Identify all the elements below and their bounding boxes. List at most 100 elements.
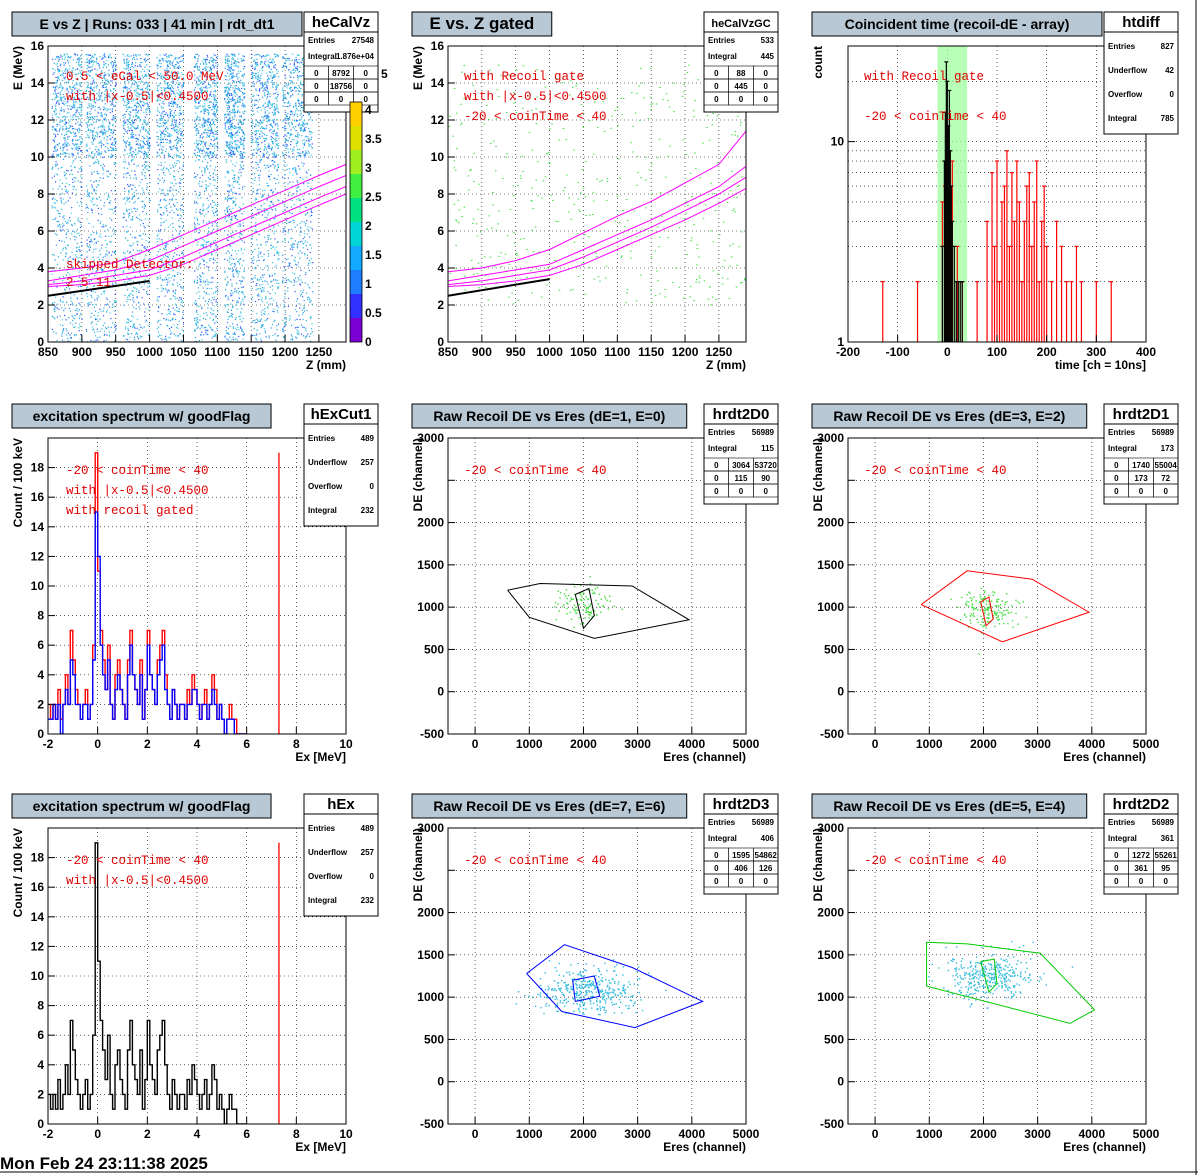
data-point (214, 143, 216, 145)
data-point (157, 107, 159, 109)
data-point (202, 92, 205, 94)
data-point (133, 287, 135, 289)
data-point (180, 123, 182, 125)
data-point (194, 79, 196, 81)
data-point (205, 330, 208, 332)
data-point (158, 103, 161, 105)
data-point (211, 281, 213, 283)
data-point (104, 72, 106, 74)
data-point (123, 95, 125, 97)
data-point (226, 53, 228, 55)
data-point (201, 170, 203, 172)
data-point (79, 70, 81, 72)
data-point (54, 137, 56, 139)
data-point (215, 315, 217, 317)
data-point (69, 334, 71, 336)
data-point (113, 129, 116, 132)
data-point (52, 193, 54, 196)
data-point (194, 319, 196, 321)
data-point (66, 87, 68, 89)
data-point (92, 93, 94, 96)
data-point (180, 236, 182, 238)
data-point (86, 117, 88, 119)
data-point (107, 176, 109, 178)
data-point (174, 165, 176, 167)
data-point (179, 140, 181, 142)
data-point (215, 108, 217, 110)
data-point (93, 156, 95, 158)
data-point (206, 129, 208, 131)
data-point (240, 141, 242, 143)
data-point (144, 116, 147, 118)
data-point (240, 233, 243, 235)
data-point (170, 105, 173, 107)
data-point (233, 242, 235, 244)
data-point (112, 66, 114, 68)
data-point (130, 184, 132, 186)
data-point (77, 219, 79, 221)
data-point (238, 61, 240, 63)
data-point (122, 271, 124, 273)
data-point (91, 321, 93, 323)
data-point (198, 229, 200, 231)
data-point (57, 225, 59, 227)
data-point (178, 114, 180, 116)
data-point (107, 56, 110, 59)
data-point (61, 240, 63, 242)
data-point (182, 209, 184, 211)
data-point (71, 251, 73, 253)
data-point (134, 208, 137, 210)
data-point (137, 164, 139, 167)
data-point (69, 197, 71, 199)
data-point (215, 244, 217, 246)
data-point (214, 54, 216, 56)
data-point (85, 156, 87, 159)
data-point (53, 175, 55, 177)
data-point (240, 249, 243, 251)
data-point (198, 194, 200, 197)
data-point (113, 143, 115, 146)
data-point (205, 187, 207, 189)
data-point (149, 252, 151, 254)
data-point (205, 243, 207, 245)
data-point (231, 69, 233, 71)
data-point (66, 101, 69, 103)
data-point (157, 98, 159, 100)
data-point (113, 105, 115, 108)
data-point (232, 313, 234, 315)
data-point (111, 80, 113, 82)
data-point (114, 155, 117, 157)
data-point (126, 88, 128, 90)
data-point (197, 326, 199, 328)
data-point (170, 90, 172, 92)
data-point (227, 79, 229, 81)
data-point (181, 204, 183, 206)
data-point (128, 75, 131, 77)
data-point (113, 98, 115, 101)
data-point (101, 226, 103, 228)
data-point (145, 75, 147, 77)
data-point (134, 195, 136, 197)
data-point (126, 196, 128, 198)
data-point (157, 178, 159, 180)
data-point (81, 114, 83, 117)
data-point (142, 90, 144, 92)
data-point (204, 168, 206, 170)
data-point (107, 73, 109, 75)
data-point (86, 189, 89, 191)
data-point (128, 212, 131, 214)
data-point (75, 144, 77, 146)
data-point (214, 331, 216, 333)
data-point (198, 101, 200, 103)
data-point (113, 61, 115, 64)
data-point (139, 270, 141, 272)
data-point (238, 261, 240, 263)
data-point (209, 121, 211, 123)
data-point (77, 149, 79, 152)
data-point (111, 150, 113, 152)
data-point (228, 146, 230, 149)
data-point (122, 258, 124, 260)
data-point (163, 256, 165, 258)
data-point (102, 156, 104, 159)
data-point (216, 303, 219, 305)
